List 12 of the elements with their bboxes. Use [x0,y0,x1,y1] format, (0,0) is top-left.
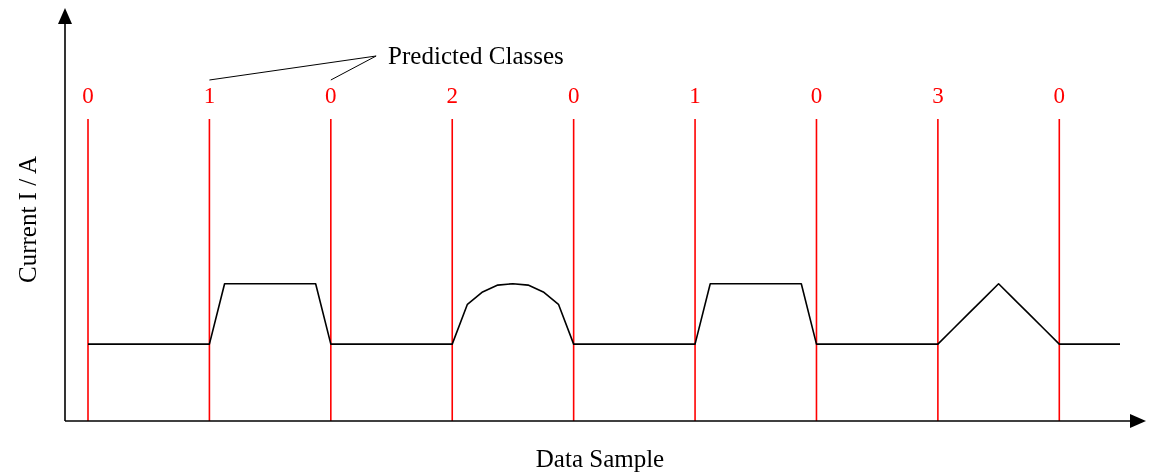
x-tick-label: 0 [1053,83,1066,108]
x-axis-title: Data Sample [535,445,665,472]
x-tick-label: 0 [567,83,580,108]
x-tick-label: 0 [82,83,94,108]
y-axis-title: Current I / A [14,155,41,284]
text: Predicted Classes [388,42,564,69]
x-tick-label: 2 [446,83,458,108]
x-tick-label: 0 [325,83,337,108]
x-tick-label: 1 [689,83,701,108]
x-tick-label: 1 [203,83,216,108]
x-tick-label: 3 [932,83,944,108]
x-tick-label: 0 [810,83,823,108]
